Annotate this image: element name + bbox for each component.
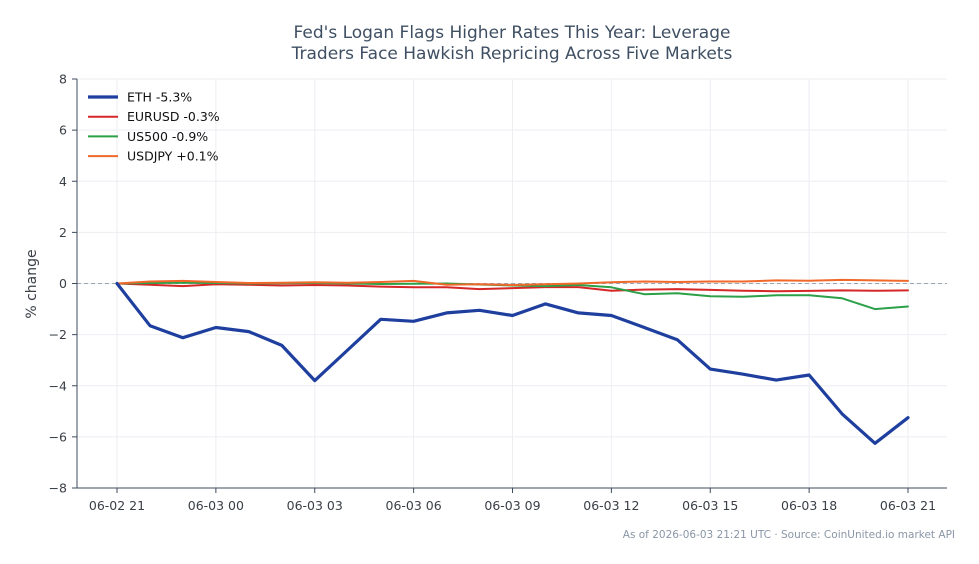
legend-label: EURUSD -0.3% bbox=[127, 109, 220, 124]
x-tick-label: 06-03 03 bbox=[287, 498, 343, 513]
chart-title-line-1: Fed's Logan Flags Higher Rates This Year… bbox=[294, 23, 731, 43]
x-tick-label: 06-03 15 bbox=[682, 498, 738, 513]
x-tick-labels: 06-02 21 06-03 00 06-03 03 06-03 06 06-03 09… bbox=[89, 488, 936, 513]
y-tick-label: −2 bbox=[49, 327, 67, 342]
y-axis-label: % change bbox=[24, 249, 40, 318]
legend-label: US500 -0.9% bbox=[127, 129, 208, 144]
chart-title: Fed's Logan Flags Higher Rates This Year… bbox=[291, 23, 733, 64]
series-line-eurusd bbox=[116, 282, 909, 293]
x-tick-label: 06-03 21 bbox=[880, 498, 936, 513]
x-tick-label: 06-02 21 bbox=[89, 498, 145, 513]
series-line-eth bbox=[115, 281, 910, 445]
y-tick-label: 2 bbox=[59, 225, 67, 240]
legend-label: ETH -5.3% bbox=[127, 90, 192, 105]
legend: ETH -5.3% EURUSD -0.3% US500 -0.9% USDJPY +… bbox=[88, 90, 220, 164]
legend-label: USDJPY +0.1% bbox=[127, 149, 219, 164]
x-tick-label: 06-03 12 bbox=[583, 498, 639, 513]
x-tick-label: 06-03 00 bbox=[188, 498, 244, 513]
y-tick-labels: −8 −6 −4 −2 0 2 4 6 8 bbox=[49, 72, 77, 496]
y-tick-label: −6 bbox=[49, 429, 67, 444]
x-tick-label: 06-03 06 bbox=[386, 498, 442, 513]
source-footnote: As of 2026-06-03 21:21 UTC · Source: Coi… bbox=[623, 529, 955, 541]
y-tick-label: 6 bbox=[59, 123, 67, 138]
chart-title-line-2: Traders Face Hawkish Repricing Across Fi… bbox=[291, 44, 733, 64]
series-line-usdjpy bbox=[116, 278, 909, 286]
series-lines bbox=[115, 278, 910, 445]
y-tick-label: 0 bbox=[59, 276, 67, 291]
y-tick-label: −8 bbox=[49, 481, 67, 496]
y-tick-label: −4 bbox=[49, 378, 67, 393]
y-tick-label: 4 bbox=[59, 174, 67, 189]
x-tick-label: 06-03 09 bbox=[484, 498, 540, 513]
x-tick-label: 06-03 18 bbox=[781, 498, 837, 513]
y-tick-label: 8 bbox=[59, 72, 67, 87]
